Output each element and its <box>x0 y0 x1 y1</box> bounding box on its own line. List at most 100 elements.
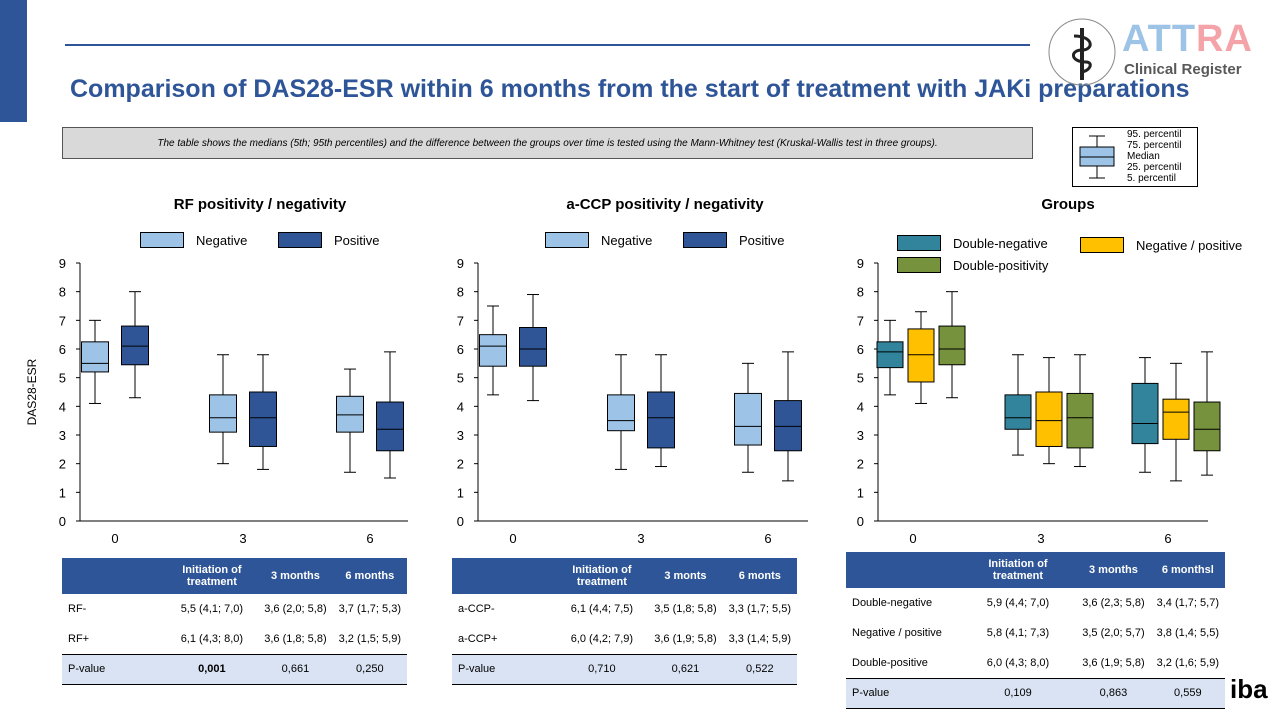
y-tick-label: 3 <box>59 428 66 443</box>
box-iqr <box>81 341 109 373</box>
y-tick-label: 2 <box>857 457 864 472</box>
box-double-negative-6 <box>1131 357 1159 473</box>
box-iqr <box>1035 391 1063 447</box>
pvalue-cell: 0,710 <box>555 653 649 685</box>
x-tick-label: 3 <box>239 531 246 546</box>
box-iqr <box>249 391 277 447</box>
y-tick-label: 7 <box>457 313 464 328</box>
y-tick-label: 0 <box>59 514 66 529</box>
box-iqr <box>647 391 675 449</box>
page-title: Comparison of DAS28-ESR within 6 months … <box>70 75 1190 103</box>
x-tick-label: 6 <box>764 531 771 546</box>
legend-swatch <box>897 257 941 273</box>
y-tick-label: 9 <box>857 256 864 271</box>
pvalue-row: P-value 0,109 0,863 0,559 <box>846 677 1225 709</box>
table-cell: RF- <box>68 603 87 615</box>
table-cell: Double-negative <box>852 597 933 609</box>
table-cell: 3,6 (1,8; 5,8) <box>264 632 327 645</box>
table-cell: 3,3 (1,4; 5,9) <box>728 632 791 645</box>
y-axis-label: DAS28-ESR <box>25 358 39 425</box>
box-negative-positive-0 <box>907 311 935 404</box>
box-double-negative-3 <box>1004 354 1032 456</box>
box-iqr <box>1131 382 1159 445</box>
y-tick-label: 7 <box>59 313 66 328</box>
legend-swatch <box>683 232 727 248</box>
y-tick-label: 3 <box>457 428 464 443</box>
box-negative-6 <box>336 368 364 473</box>
y-tick-label: 4 <box>857 399 864 414</box>
legend-swatch <box>278 232 322 248</box>
legend-label: Negative <box>196 232 248 248</box>
box-iqr <box>519 327 547 367</box>
box-iqr <box>1193 401 1221 452</box>
table-cell: 3,6 (2,0; 5,8) <box>264 603 327 615</box>
pvalue-cell: 0,863 <box>1076 677 1151 709</box>
legend-swatch <box>545 232 589 248</box>
table-cell: a-CCP- <box>458 603 495 615</box>
box-iqr <box>1066 392 1094 449</box>
column-header <box>62 558 166 594</box>
box-negative-6 <box>734 362 762 473</box>
society-seal-logo <box>1048 18 1116 86</box>
table-row: a-CCP- 6,1 (4,4; 7,5) 3,5 (1,8; 5,8) 3,3 (1… <box>452 594 797 624</box>
table-cell: 6,1 (4,3; 8,0) <box>180 632 244 645</box>
pvalue-cell: P-value <box>846 677 960 709</box>
box-iqr <box>336 395 364 433</box>
x-tick-label: 3 <box>637 531 644 546</box>
column-header: Initiation of treatment <box>165 558 259 594</box>
key-p75: 75. percentil <box>1127 140 1182 151</box>
results-table: Initiation of treatment 3 months 6 months R… <box>62 558 407 685</box>
table-cell: 6,1 (4,4; 7,5) <box>570 603 634 615</box>
key-median: Median <box>1127 151 1160 162</box>
iba-logo: iba <box>1230 674 1268 704</box>
y-tick-label: 1 <box>857 485 864 500</box>
y-tick-label: 6 <box>457 342 464 357</box>
y-tick-label: 0 <box>457 514 464 529</box>
y-tick-label: 5 <box>857 371 864 386</box>
note-box: The table shows the medians (5th; 95th p… <box>62 127 1033 159</box>
pvalue-cell: 0,559 <box>1150 677 1225 709</box>
table-row: a-CCP+ 6,0 (4,2; 7,9) 3,6 (1,9; 5,8) 3,3 (1… <box>452 624 797 654</box>
box-double-positivity-3 <box>1066 354 1094 468</box>
box-iqr <box>774 400 802 452</box>
boxplot-key-icon <box>1079 135 1115 179</box>
legend-label: Positive <box>334 232 380 248</box>
box-iqr <box>907 328 935 383</box>
table-row: RF- 5,5 (4,1; 7,0) 3,6 (2,0; 5,8) 3,7 (1,7;… <box>62 594 407 624</box>
header-divider <box>65 44 1030 46</box>
box-negative-0 <box>479 305 507 396</box>
legend-label: Positive <box>739 232 785 248</box>
pvalue-cell: 0,109 <box>959 677 1077 709</box>
table-cell: Negative / positive <box>852 627 942 639</box>
pvalue-row: P-value 0,710 0,621 0,522 <box>452 653 797 685</box>
box-iqr <box>1004 394 1032 430</box>
legend-label: Double-positivity <box>953 257 1049 273</box>
x-tick-label: 0 <box>111 531 118 546</box>
legend-label: Negative <box>601 232 653 248</box>
results-table: Initiation of treatment 3 months 6 monthsl… <box>846 552 1225 709</box>
box-positive-3 <box>249 354 277 470</box>
attra-subtitle: Clinical Register <box>1124 61 1242 78</box>
sidebar-accent <box>0 0 27 122</box>
table-cell: 3,8 (1,4; 5,5) <box>1156 627 1219 639</box>
table-cell: 5,5 (4,1; 7,0) <box>180 603 244 615</box>
y-tick-label: 8 <box>457 285 464 300</box>
x-tick-label: 6 <box>366 531 373 546</box>
box-iqr <box>876 341 904 369</box>
results-table: Initiation of treatment 3 monts 6 monts a-C… <box>452 558 797 685</box>
legend-item: Negative / positive <box>1080 237 1242 253</box>
y-tick-label: 5 <box>457 371 464 386</box>
column-header: Initiation of treatment <box>555 558 649 594</box>
box-positive-0 <box>121 291 149 399</box>
legend-item: Double-positivity <box>897 257 1048 273</box>
y-tick-label: 6 <box>857 342 864 357</box>
y-tick-label: 1 <box>59 485 66 500</box>
legend-label: Double-negative <box>953 235 1048 251</box>
column-header: 3 months <box>1076 552 1151 588</box>
column-header: 6 months <box>332 558 407 594</box>
table-row: RF+ 6,1 (4,3; 8,0) 3,6 (1,8; 5,8) 3,2 (1,5;… <box>62 624 407 654</box>
legend-swatch <box>1080 237 1124 253</box>
y-tick-label: 4 <box>59 399 66 414</box>
